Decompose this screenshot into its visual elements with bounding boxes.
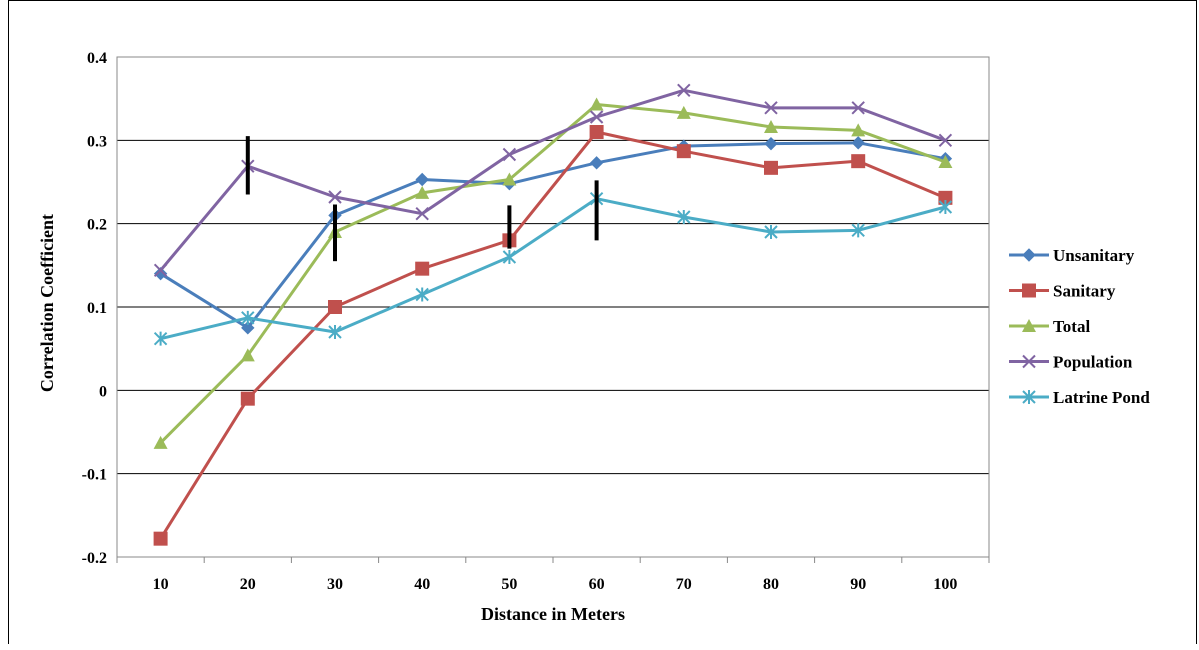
data-point-unsanitary [153,266,168,281]
series-line-population [159,88,946,272]
x-tick-label: 10 [153,576,169,593]
series-line-sanitary [159,130,946,540]
series-line-latrine-pond [160,197,946,341]
data-point-total [676,105,691,119]
x-tick-label: 90 [850,576,866,593]
data-point-population [764,101,778,115]
y-axis-title: Correlation Coefficient [37,214,57,392]
x-tick-label: 20 [240,576,256,593]
legend-marker [1022,354,1036,369]
legend-marker [1022,283,1036,298]
legend-item-unsanitary: Unsanitary [1009,246,1135,265]
legend-label: Unsanitary [1053,246,1135,265]
series-sanitary [153,125,953,546]
x-tick-label: 70 [676,576,692,593]
data-point-sanitary [415,261,430,276]
data-point-population [502,147,517,162]
legend-label: Total [1053,317,1090,336]
legend: Unsanitary Sanitary Total Population Latrine… [1009,246,1150,407]
legend-label: Population [1053,353,1133,372]
data-point-total [240,348,255,362]
data-point-sanitary [764,160,778,175]
series-lines [153,83,953,546]
data-point-unsanitary [241,321,255,335]
series-total [153,97,953,449]
data-point-unsanitary [415,172,429,187]
data-point-population [415,206,429,221]
legend-item-latrine-pond: Latrine Pond [1009,388,1150,407]
legend-marker [1022,390,1036,404]
x-axis-title: Distance in Meters [481,604,625,624]
series-line-unsanitary [159,141,946,330]
data-point-latrine-pond [938,200,953,214]
data-point-sanitary [153,531,168,546]
data-point-unsanitary [589,156,604,170]
data-point-total [938,155,953,168]
data-point-total [851,123,866,137]
legend-item-population: Population [1009,353,1133,372]
x-tick-label: 50 [501,576,517,593]
x-tick-label: 100 [933,576,957,593]
data-point-sanitary [676,144,691,159]
x-tick-label: 40 [414,576,430,593]
data-point-population [677,83,691,98]
error-bars [245,136,599,262]
legend-marker [1022,319,1036,332]
series-line-total [159,103,946,444]
data-point-unsanitary [764,136,778,151]
x-axis-ticks: 10 20 30 40 50 60 70 80 90 100 [116,557,990,593]
y-tick-label: -0.2 [82,550,107,567]
x-tick-label: 30 [327,576,343,593]
y-tick-label: -0.1 [82,467,107,484]
data-point-latrine-pond [153,331,168,346]
series-unsanitary [153,136,953,335]
data-point-sanitary [589,125,604,139]
legend-label: Sanitary [1053,282,1116,301]
data-point-total [764,120,778,133]
data-point-latrine-pond [764,225,778,239]
line-chart: -0.2 -0.1 0 0.1 0.2 0.3 0.4 10 20 30 40 50 60 70 80 90… [37,50,1150,624]
x-tick-label: 60 [589,576,605,593]
y-tick-label: 0.2 [87,217,107,234]
data-point-population [328,190,342,204]
y-axis-ticks: -0.2 -0.1 0 0.1 0.2 0.3 0.4 [82,50,107,567]
data-point-population [938,133,953,148]
data-point-latrine-pond [502,250,517,264]
data-point-total [589,97,604,111]
y-tick-label: 0.1 [87,300,107,317]
data-point-total [153,435,168,449]
legend-item-sanitary: Sanitary [1009,282,1116,301]
data-point-population [851,101,865,115]
legend-marker [1022,248,1036,262]
data-point-total [415,185,430,199]
series-latrine-pond [153,191,953,346]
y-tick-label: 0.3 [87,133,107,150]
data-point-population [153,263,168,278]
y-tick-label: 0.4 [87,50,107,67]
data-point-sanitary [938,190,953,205]
series-population [153,83,953,278]
data-point-unsanitary [851,136,865,150]
data-point-total [502,172,517,186]
x-tick-label: 80 [763,576,779,593]
data-point-latrine-pond [677,210,691,224]
data-point-sanitary [328,300,342,314]
data-point-population [589,110,604,124]
legend-item-total: Total [1009,317,1090,336]
data-point-latrine-pond [415,287,429,302]
y-tick-label: 0 [99,383,107,400]
data-point-sanitary [851,154,866,169]
legend-label: Latrine Pond [1053,388,1150,407]
data-point-latrine-pond [328,325,342,339]
data-point-sanitary [240,391,255,406]
data-point-latrine-pond [851,223,865,238]
data-point-latrine-pond [241,310,255,325]
chart-frame: -0.2 -0.1 0 0.1 0.2 0.3 0.4 10 20 30 40 50 60 70 80 90… [8,0,1197,644]
